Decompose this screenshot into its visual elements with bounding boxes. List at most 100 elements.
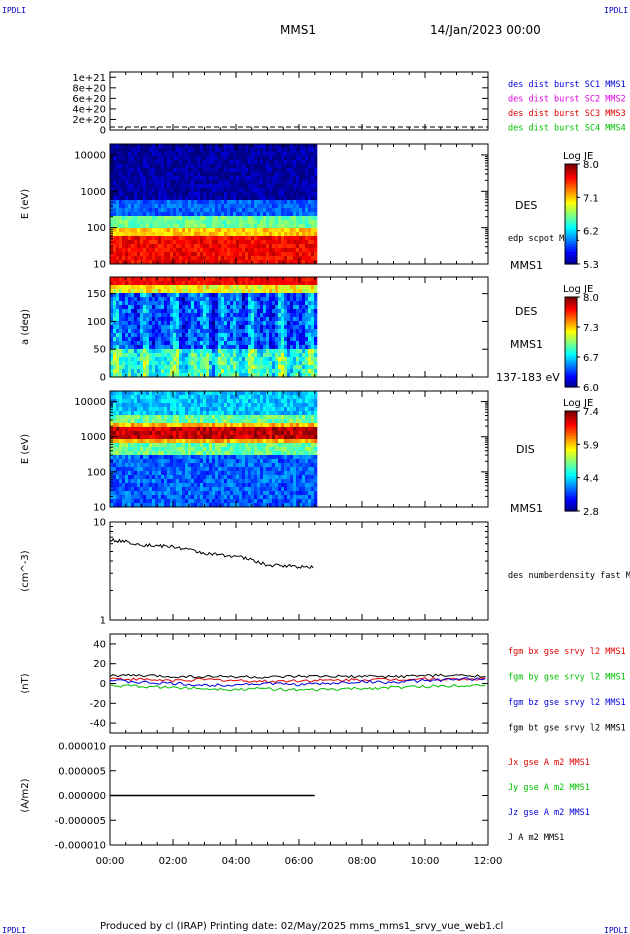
heatmap-cell [311,144,315,149]
heatmap-cell [233,305,237,310]
heatmap-cell [209,232,213,237]
heatmap-cell [221,232,225,237]
colorbar-cell [565,312,577,316]
heatmap-cell [185,411,189,416]
heatmap-cell [251,176,255,181]
heatmap-cell [197,277,201,282]
heatmap-cell [185,471,189,476]
heatmap-cell [308,281,312,286]
heatmap-cell [305,373,309,378]
heatmap-cell [212,256,216,261]
heatmap-cell [158,321,162,326]
heatmap-cell [179,427,183,432]
heatmap-cell [281,164,285,169]
heatmap-cell [257,148,261,153]
heatmap-cell [227,148,231,153]
heatmap-cell [164,144,168,149]
heatmap-cell [167,260,171,265]
heatmap-cell [212,345,216,350]
heatmap-cell [260,144,264,149]
heatmap-cell [152,309,156,314]
heatmap-cell [143,399,147,404]
heatmap-cell [179,172,183,177]
heatmap-cell [110,216,114,221]
heatmap-cell [146,337,150,342]
heatmap-cell [113,297,117,302]
heatmap-cell [200,361,204,366]
heatmap-cell [176,176,180,181]
heatmap-cell [176,345,180,350]
heatmap-cell [113,341,117,346]
heatmap-cell [305,297,309,302]
heatmap-cell [155,395,159,400]
heatmap-cell [239,224,243,229]
heatmap-cell [269,200,273,205]
heatmap-cell [149,204,153,209]
heatmap-cell [194,353,198,358]
heatmap-cell [191,236,195,241]
heatmap-cell [266,172,270,177]
heatmap-cell [257,260,261,265]
heatmap-cell [263,341,267,346]
heatmap-cell [179,333,183,338]
heatmap-cell [131,228,135,233]
heatmap-cell [158,483,162,488]
heatmap-cell [302,365,306,370]
heatmap-cell [257,325,261,330]
heatmap-cell [134,415,138,420]
heatmap-cell [236,337,240,342]
heatmap-cell [200,196,204,201]
heatmap-cell [227,196,231,201]
heatmap-cell [209,156,213,161]
heatmap-cell [215,212,219,217]
heatmap-cell [218,341,222,346]
heatmap-cell [146,365,150,370]
heatmap-cell [278,333,282,338]
heatmap-cell [194,341,198,346]
heatmap-cell [233,341,237,346]
heatmap-cell [128,491,132,496]
heatmap-cell [260,208,264,213]
heatmap-cell [284,313,288,318]
heatmap-cell [260,345,264,350]
heatmap-cell [149,455,153,460]
heatmap-cell [140,459,144,464]
heatmap-cell [140,427,144,432]
heatmap-cell [182,329,186,334]
heatmap-cell [155,415,159,420]
heatmap-cell [257,373,261,378]
heatmap-cell [119,192,123,197]
heatmap-cell [227,216,231,221]
heatmap-cell [122,260,126,265]
heatmap-cell [236,281,240,286]
heatmap-cell [194,196,198,201]
heatmap-cell [146,148,150,153]
heatmap-cell [287,240,291,245]
heatmap-cell [251,232,255,237]
heatmap-cell [149,260,153,265]
heatmap-cell [122,411,126,416]
heatmap-cell [299,277,303,282]
legend-label: des dist burst SC4 MMS4 [508,124,626,134]
heatmap-cell [131,329,135,334]
heatmap-cell [176,495,180,500]
heatmap-cell [236,220,240,225]
heatmap-cell [200,252,204,257]
heatmap-cell [242,277,246,282]
heatmap-cell [188,451,192,456]
heatmap-cell [179,321,183,326]
heatmap-cell [254,297,258,302]
heatmap-cell [164,415,168,420]
heatmap-cell [146,329,150,334]
heatmap-cell [278,357,282,362]
heatmap-cell [200,369,204,374]
heatmap-cell [164,188,168,193]
heatmap-cell [236,285,240,290]
heatmap-cell [158,212,162,217]
heatmap-cell [254,172,258,177]
heatmap-cell [233,373,237,378]
heatmap-cell [137,188,141,193]
heatmap-cell [146,208,150,213]
heatmap-cell [200,184,204,189]
heatmap-cell [224,309,228,314]
